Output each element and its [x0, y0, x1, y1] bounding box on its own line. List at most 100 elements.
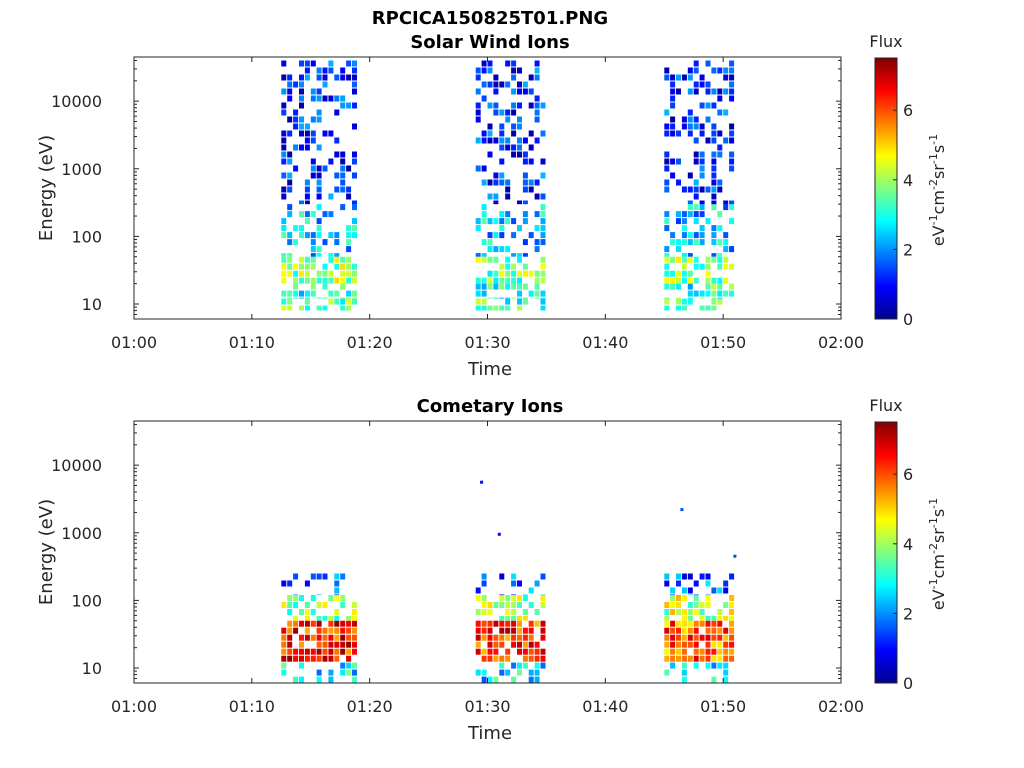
- spectrogram-cell: [511, 641, 517, 648]
- spectrogram-cell: [717, 620, 723, 627]
- spectrogram-cell: [517, 88, 522, 95]
- spectrogram-cell: [299, 662, 304, 669]
- spectrogram-cell: [481, 655, 487, 662]
- spectrogram-cell: [705, 634, 711, 641]
- spectrogram-cell: [346, 74, 352, 81]
- spectrogram-cell: [340, 256, 346, 263]
- isolated-point: [733, 554, 737, 558]
- spectrogram-cell: [475, 283, 481, 290]
- spectrogram-cell: [304, 144, 310, 151]
- spectrogram-cell: [334, 239, 340, 246]
- spectrogram-cell: [729, 200, 735, 205]
- axes-cometary: 01:00 01:10 01:20 01:30 01:40 01:50 02:00 10 100…: [51, 421, 864, 716]
- spectrogram-cell: [293, 277, 299, 284]
- spectrogram-cell: [705, 662, 711, 669]
- spectrogram-cell: [711, 648, 717, 655]
- spectrogram-cell: [681, 620, 687, 627]
- spectrogram-cell: [711, 179, 717, 186]
- spectrogram-cell: [687, 298, 693, 305]
- spectrogram-cell: [287, 290, 293, 297]
- spectrogram-cell: [322, 239, 328, 246]
- spectrogram-cell: [723, 634, 729, 641]
- spectrogram-cell: [705, 595, 711, 601]
- spectrogram-cell: [281, 662, 287, 669]
- spectrogram-cell: [299, 297, 304, 299]
- spectrogram-cell: [676, 211, 681, 218]
- spectrogram-cell: [499, 270, 505, 277]
- spectrogram-cell: [346, 669, 352, 676]
- spectrogram-cell: [522, 627, 528, 634]
- spectrogram-cell: [681, 263, 687, 270]
- spectrogram-cell: [693, 67, 699, 74]
- unit-base: eV: [929, 225, 948, 246]
- x-tick-label: 01:30: [464, 333, 510, 352]
- unit-base: s: [929, 509, 948, 517]
- spectrogram-cell: [281, 102, 287, 109]
- spectrogram-cell: [723, 246, 729, 253]
- spectrogram-cell: [540, 130, 546, 137]
- spectrogram-cell: [316, 172, 322, 179]
- spectrogram-cell: [287, 116, 293, 123]
- spectrogram-cell: [711, 297, 717, 299]
- spectrogram-cell: [534, 74, 540, 81]
- spectrogram-cell: [517, 123, 522, 130]
- spectrogram-cell: [481, 595, 487, 601]
- spectrogram-cell: [334, 609, 340, 615]
- unit-exponent: -1: [927, 134, 940, 145]
- spectrogram-cell: [334, 627, 340, 634]
- spectrogram-cell: [681, 232, 687, 239]
- spectrogram-cell: [481, 211, 487, 218]
- spectrogram-cell: [517, 305, 522, 311]
- spectrogram-cell: [511, 270, 517, 277]
- spectrogram-cell: [705, 305, 711, 311]
- spectrogram-cell: [287, 211, 293, 218]
- spectrogram-cell: [505, 263, 511, 270]
- spectrogram-cell: [681, 573, 687, 580]
- spectrogram-cell: [328, 158, 334, 165]
- spectrogram-cell: [328, 130, 334, 137]
- spectrogram-cell: [334, 232, 340, 239]
- spectrogram-cell: [676, 609, 681, 615]
- x-tick-label: 02:00: [818, 697, 864, 716]
- spectrogram-cell: [687, 616, 693, 621]
- spectrogram-cell: [705, 580, 711, 587]
- spectrogram-cell: [352, 298, 357, 305]
- colorbar-tick-label: 6: [903, 465, 913, 484]
- colorbar-tick-label: 2: [903, 240, 913, 259]
- spectrogram-cell: [676, 620, 681, 627]
- y-tick-label: 1000: [61, 160, 102, 179]
- spectrogram-cell: [281, 130, 287, 137]
- spectrogram-cell: [475, 627, 481, 634]
- spectrogram-cell: [352, 620, 357, 627]
- spectrogram-cell: [693, 193, 699, 200]
- unit-base: sr: [929, 528, 948, 543]
- spectrogram-cell: [517, 616, 522, 621]
- spectrogram-cell: [687, 123, 693, 130]
- x-tick-label: 01:40: [582, 333, 628, 352]
- spectrogram-cell: [316, 116, 322, 123]
- spectrogram-cell: [499, 602, 505, 608]
- spectrogram-cell: [334, 137, 340, 144]
- spectrogram-cell: [293, 595, 299, 601]
- spectrogram-cell: [293, 627, 299, 634]
- spectrogram-cell: [352, 158, 357, 165]
- spectrogram-cell: [487, 634, 493, 641]
- spectrogram-cell: [664, 158, 670, 165]
- spectrogram-cell: [522, 616, 528, 621]
- spectrogram-cell: [293, 81, 299, 88]
- spectrogram-cell: [293, 263, 299, 270]
- spectrogram-cell: [287, 158, 293, 165]
- spectrogram-cell: [517, 102, 522, 109]
- spectrogram-cell: [522, 655, 528, 662]
- spectrogram-cell: [687, 594, 693, 596]
- spectrogram-cell: [293, 648, 299, 655]
- spectrogram-cell: [346, 277, 352, 284]
- spectrogram-cell: [316, 67, 322, 74]
- spectrogram-cell: [304, 123, 310, 130]
- spectrogram-cell: [664, 74, 670, 81]
- spectrogram-cell: [505, 634, 511, 641]
- spectrogram-cell: [475, 225, 481, 232]
- spectrogram-cell: [334, 256, 340, 263]
- spectrogram-cell: [540, 102, 546, 109]
- spectrogram-cell: [328, 676, 334, 683]
